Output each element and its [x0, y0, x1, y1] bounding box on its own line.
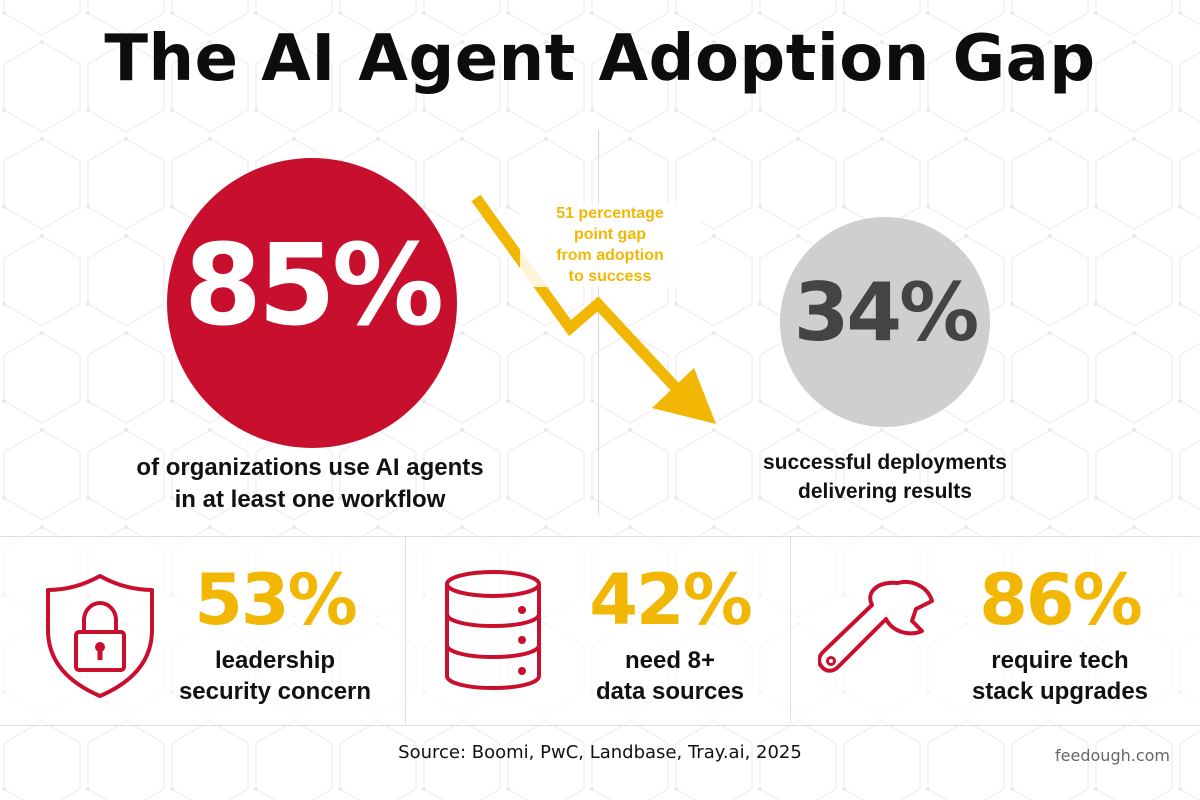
- gap-label-line-3: from adoption: [556, 247, 664, 264]
- adoption-description-line-2: in at least one workflow: [174, 486, 446, 513]
- stat-tech-stack-description: require tech stack upgrades: [940, 645, 1180, 707]
- stats-panel: [0, 536, 1200, 726]
- stat-security-line-1: leadership: [214, 647, 336, 674]
- success-description: successful deployments delivering result…: [700, 448, 1070, 506]
- adoption-value: 85%: [183, 221, 444, 351]
- source-citation: Source: Boomi, PwC, Landbase, Tray.ai, 2…: [398, 742, 802, 763]
- stat-tech-stack-line-2: stack upgrades: [971, 678, 1149, 705]
- wrench-icon: [818, 580, 934, 673]
- stats-column-divider-1: [405, 536, 406, 724]
- success-circle: [780, 217, 990, 427]
- stat-data-sources-line-1: need 8+: [624, 647, 716, 674]
- success-value: 34%: [793, 266, 979, 359]
- gap-label-line-1: 51 percentage: [556, 205, 664, 222]
- gap-label-line-4: to success: [568, 268, 652, 285]
- stat-data-sources-description: need 8+ data sources: [560, 645, 780, 707]
- stat-data-sources-line-2: data sources: [595, 678, 745, 705]
- success-description-line-2: delivering results: [798, 480, 972, 503]
- gap-label: 51 percentage point gap from adoption to…: [520, 203, 700, 287]
- stat-tech-stack-value: 86%: [979, 559, 1143, 641]
- adoption-description-line-1: of organizations use AI agents: [136, 454, 484, 481]
- adoption-description: of organizations use AI agents in at lea…: [100, 452, 520, 516]
- database-icon: [445, 570, 541, 691]
- stat-security-line-2: security concern: [178, 678, 372, 705]
- success-description-line-1: successful deployments: [763, 451, 1007, 474]
- shield-lock-icon: [46, 574, 154, 698]
- page-title: The AI Agent Adoption Gap: [104, 22, 1096, 96]
- stat-security-value: 53%: [194, 559, 358, 641]
- stat-data-sources-value: 42%: [589, 559, 753, 641]
- gap-label-line-2: point gap: [574, 226, 646, 243]
- adoption-circle: [167, 158, 457, 448]
- stat-security-description: leadership security concern: [150, 645, 400, 707]
- center-divider: [598, 130, 599, 515]
- brand-watermark[interactable]: feedough.com: [1055, 746, 1170, 765]
- stats-column-divider-2: [790, 536, 791, 724]
- stat-tech-stack-line-1: require tech: [991, 647, 1129, 674]
